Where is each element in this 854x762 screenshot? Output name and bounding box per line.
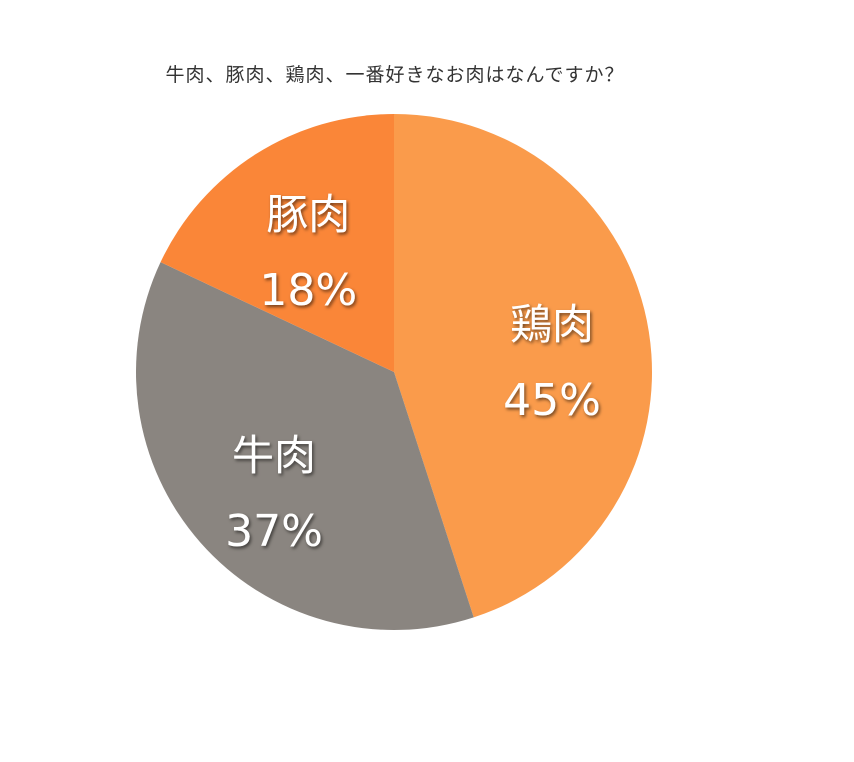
chart-title: 牛肉、豚肉、鶏肉、一番好きなお肉はなんですか？ [165, 64, 625, 86]
slice-label-2: 牛肉 [232, 431, 316, 480]
pie-slice-3 [160, 114, 394, 372]
pie-slice-1 [394, 114, 652, 618]
slice-value-2: 37% [225, 506, 323, 557]
slice-value-3: 18% [259, 265, 357, 316]
slice-label-3: 豚肉 [266, 190, 350, 239]
pie-slices [136, 114, 652, 630]
pie-labels: 鶏肉 45% 牛肉 37% 豚肉 18% [225, 190, 601, 557]
slice-value-1: 45% [503, 375, 601, 426]
slice-label-1: 鶏肉 [510, 300, 594, 349]
pie-slice-2 [136, 262, 474, 630]
